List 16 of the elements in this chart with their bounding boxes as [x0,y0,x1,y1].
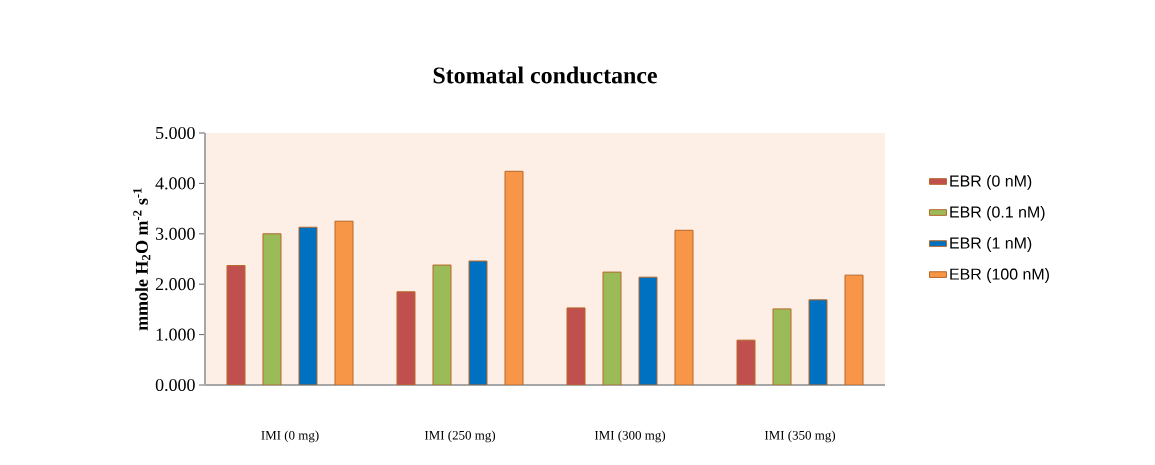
x-tick-label: IMI (350 mg) [764,430,836,443]
y-tick-label: 1.000 [156,328,195,341]
y-tick-label: 3.000 [155,227,195,240]
legend-label: EBR (0.1 nM) [950,206,1045,221]
x-tick-label: IMI (250 mg) [424,430,496,443]
x-tick-label: IMI (0 mg) [261,430,319,443]
y-tick-label: 2.000 [155,278,195,291]
y-tick-label: 5.000 [156,126,195,140]
legend-label: EBR (0 nM) [950,174,1032,190]
y-tick-label: 4.000 [155,177,195,190]
x-tick-label: IMI (300 mg) [594,430,666,443]
legend-label: EBR (1 nM) [950,237,1032,252]
legend-label: EBR (100 nM) [950,268,1049,283]
y-tick-label: 0.000 [155,378,195,392]
y-axis-title: mmole H$_{2}$O m$^{-2}$ s$^{-1}$ [133,188,151,331]
chart-title: Stomatal conductance [433,66,657,84]
